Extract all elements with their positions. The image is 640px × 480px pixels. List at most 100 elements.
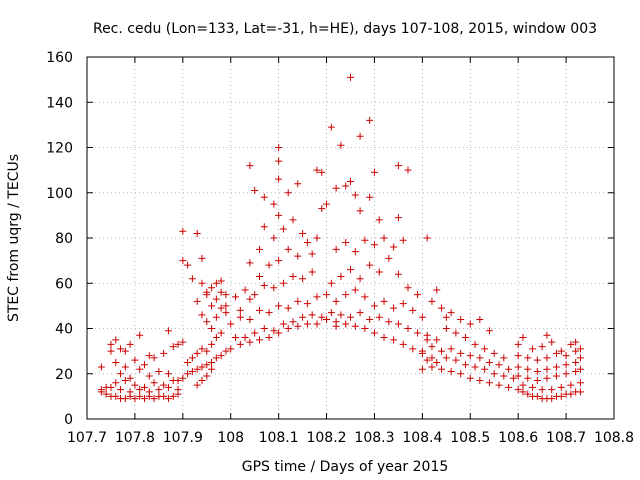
data-point bbox=[97, 363, 105, 371]
data-point bbox=[366, 261, 374, 269]
data-point bbox=[495, 361, 503, 369]
data-point bbox=[347, 177, 354, 185]
data-point bbox=[380, 334, 388, 342]
data-point bbox=[284, 325, 292, 332]
data-point bbox=[279, 225, 287, 233]
data-point bbox=[423, 331, 431, 339]
data-point bbox=[198, 363, 206, 371]
data-point bbox=[313, 320, 321, 328]
data-point bbox=[466, 320, 474, 328]
data-point bbox=[265, 334, 273, 342]
data-point bbox=[375, 216, 383, 224]
data-point bbox=[179, 374, 187, 382]
data-point bbox=[246, 162, 254, 170]
data-point bbox=[198, 345, 206, 353]
data-point bbox=[308, 268, 316, 276]
data-point bbox=[481, 345, 489, 353]
data-point bbox=[255, 245, 263, 253]
data-point bbox=[514, 363, 522, 371]
data-point bbox=[275, 175, 283, 183]
data-point bbox=[332, 322, 340, 330]
data-point bbox=[370, 168, 378, 176]
data-point bbox=[524, 374, 532, 382]
data-point bbox=[188, 275, 196, 283]
data-point bbox=[332, 245, 340, 253]
data-point bbox=[121, 395, 129, 403]
data-point bbox=[476, 315, 484, 323]
data-point bbox=[260, 282, 268, 290]
data-point bbox=[169, 392, 177, 400]
data-point bbox=[433, 336, 441, 344]
data-point bbox=[390, 243, 398, 251]
data-point bbox=[438, 365, 446, 373]
data-point bbox=[390, 304, 398, 312]
data-point bbox=[351, 191, 359, 199]
data-point bbox=[193, 297, 201, 305]
data-point bbox=[246, 259, 254, 267]
data-point bbox=[457, 315, 465, 323]
data-point bbox=[533, 377, 541, 385]
data-point bbox=[145, 352, 153, 360]
y-tick-label: 20 bbox=[55, 367, 73, 383]
data-point bbox=[452, 356, 460, 364]
data-point bbox=[136, 331, 144, 339]
data-point bbox=[107, 347, 115, 355]
data-point bbox=[524, 354, 532, 362]
data-point bbox=[356, 309, 364, 317]
data-point bbox=[461, 361, 469, 369]
data-point bbox=[567, 340, 575, 348]
data-point bbox=[342, 291, 350, 299]
y-tick-label: 160 bbox=[46, 50, 73, 66]
data-point bbox=[303, 239, 311, 247]
data-point bbox=[131, 356, 139, 364]
data-point bbox=[505, 365, 513, 373]
data-point bbox=[576, 345, 584, 353]
data-point bbox=[543, 331, 551, 339]
data-point bbox=[394, 270, 402, 278]
data-point bbox=[260, 223, 268, 231]
y-tick-labels: 0 20 40 60 80 100 120 140 160 bbox=[46, 50, 73, 428]
data-point bbox=[160, 392, 168, 400]
data-point bbox=[140, 383, 148, 391]
data-point bbox=[179, 227, 187, 235]
data-point bbox=[164, 370, 172, 378]
data-point bbox=[126, 340, 134, 348]
data-point bbox=[112, 336, 120, 344]
data-point bbox=[217, 288, 225, 296]
data-point bbox=[461, 334, 469, 342]
data-point bbox=[208, 325, 216, 332]
data-point bbox=[562, 352, 570, 360]
data-point bbox=[533, 356, 541, 364]
data-point bbox=[495, 381, 503, 389]
data-point bbox=[117, 345, 125, 353]
data-point bbox=[519, 334, 527, 342]
data-point bbox=[327, 123, 335, 131]
data-point bbox=[543, 354, 551, 362]
data-point bbox=[327, 279, 335, 287]
data-point bbox=[375, 268, 383, 276]
data-point bbox=[275, 144, 283, 151]
data-point bbox=[323, 291, 331, 299]
data-point bbox=[452, 329, 460, 337]
data-point bbox=[107, 340, 115, 348]
data-point bbox=[428, 354, 436, 362]
data-point bbox=[447, 309, 455, 317]
data-point bbox=[332, 184, 340, 192]
data-point bbox=[140, 395, 148, 403]
data-point bbox=[227, 345, 235, 353]
data-point bbox=[203, 288, 211, 296]
data-point bbox=[390, 336, 398, 344]
data-point bbox=[342, 239, 350, 247]
data-point bbox=[370, 241, 378, 249]
data-point bbox=[327, 309, 335, 317]
data-point bbox=[227, 320, 235, 328]
data-point bbox=[394, 214, 402, 222]
data-point bbox=[404, 166, 412, 174]
data-point bbox=[275, 157, 283, 165]
data-point bbox=[246, 315, 254, 323]
data-point bbox=[265, 261, 273, 269]
y-tick-label: 40 bbox=[55, 322, 73, 338]
x-tick-label: 107.9 bbox=[163, 430, 203, 446]
data-point bbox=[208, 358, 216, 366]
data-point bbox=[117, 370, 125, 378]
